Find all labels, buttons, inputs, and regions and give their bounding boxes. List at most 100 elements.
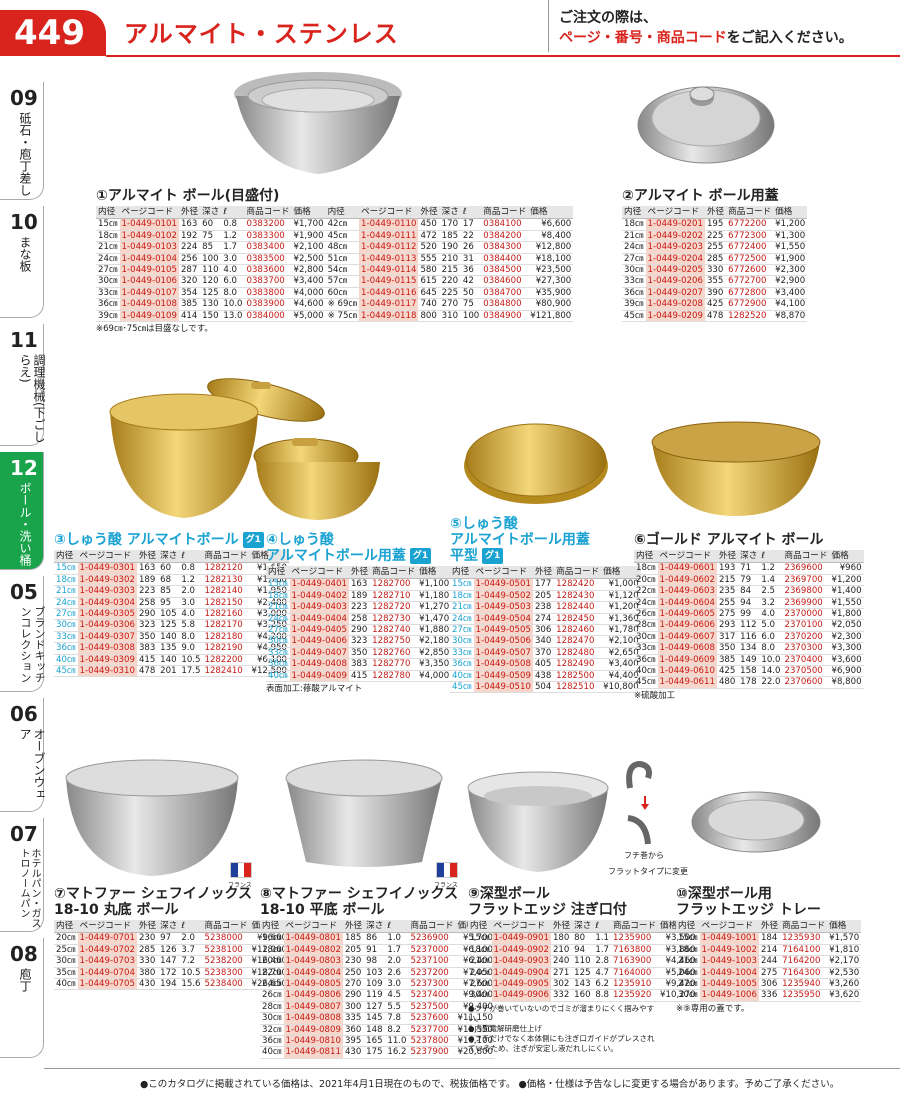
column-header: 外径: [758, 920, 781, 934]
product-code-cell: 1282180: [202, 631, 250, 644]
tab-09[interactable]: 09 砥石・庖丁差し: [0, 82, 44, 200]
spec-cell: 405: [532, 658, 555, 671]
table-row: ※ 69㎝ 1-0449-0117 740 270 75 0384800 ¥80,900: [325, 298, 574, 311]
spec-cell: 350: [136, 631, 159, 644]
page-code-cell: 1-0449-0203: [645, 241, 705, 254]
product-code-cell: 1282120: [202, 562, 250, 575]
column-header: ℓ: [460, 206, 482, 220]
section-deep-bowl: ⑨深型ボール フラットエッジ 注ぎ口付 内径 ページコード 外径 深さ ℓ 商品コード 価格…: [468, 886, 698, 1054]
price-cell: ¥80,900: [528, 298, 574, 311]
table-row: 20㎝ 1-0449-0803 230 98 2.0 5237100 ¥6,400: [260, 955, 496, 968]
page-code-cell: 1-0449-0304: [77, 597, 137, 610]
table-row: 18㎝ 1-0449-0102 192 75 1.2 0383300 ¥1,900: [96, 230, 326, 243]
spec-cell: 11.0: [385, 1035, 409, 1048]
spec-cell: 105: [158, 608, 180, 621]
tab-10[interactable]: 10 まな板: [0, 206, 44, 318]
table-row: 15㎝ 1-0449-0401 163 1282700 ¥1,100: [266, 578, 452, 591]
size-cell: 27㎝: [468, 978, 492, 991]
page-code-cell: 1-0449-0205: [645, 264, 705, 277]
size-cell: 33㎝: [622, 275, 646, 288]
tab-label: 砥石・庖丁差し: [18, 112, 32, 196]
price-cell: ¥4,000: [291, 287, 326, 300]
product-code-cell: 0383600: [244, 264, 292, 277]
tab-06[interactable]: 06 オーブンウェア: [0, 698, 46, 812]
spec-cell: 127: [364, 1001, 386, 1014]
table-row: 18㎝ 1-0449-0402 189 1282710 ¥1,180: [266, 590, 452, 603]
page-code-cell: 1-0449-0402: [289, 590, 349, 603]
price-cell: ¥2,900: [773, 275, 808, 288]
spec-cell: 335: [342, 1012, 365, 1025]
price-cell: ¥1,810: [827, 944, 862, 957]
size-cell: 39㎝: [96, 310, 120, 323]
table-row: 40㎝ 1-0449-0610 425 158 14.0 2370500 ¥6,900: [634, 665, 864, 678]
column-header: ページコード: [645, 206, 705, 220]
table-row: 28㎝ 1-0449-0807 300 127 5.5 5237500 ¥9,400: [260, 1001, 496, 1014]
product-code-cell: 1282440: [554, 601, 602, 614]
column-header: 外径: [418, 206, 440, 220]
table-row: 33㎝ 1-0449-0206 355 6772700 ¥2,900: [622, 275, 808, 288]
spec-cell: 270: [439, 298, 461, 311]
price-cell: ¥1,360: [601, 613, 641, 626]
spec-cell: 450: [418, 218, 440, 231]
product-code-cell: 1282150: [202, 597, 250, 610]
size-cell: 36㎝: [634, 654, 658, 667]
spec-cell: 210: [439, 253, 461, 266]
tab-05[interactable]: 05 ブランドキッチンコレクション: [0, 576, 46, 692]
product-code-cell: 1282780: [370, 670, 418, 683]
column-header: ページコード: [657, 550, 717, 564]
page-code-cell: 1-0449-0603: [657, 585, 717, 598]
spec-cell: 390: [704, 287, 727, 300]
table-row: 45㎝ 1-0449-0611 480 178 22.0 2370600 ¥8,800: [634, 676, 864, 689]
price-cell: ¥4,100: [773, 298, 808, 311]
size-cell: 24㎝: [96, 253, 120, 266]
column-header: 価格: [291, 206, 326, 220]
page-code-cell: 1-0449-0201: [645, 218, 705, 231]
page-code-cell: 1-0449-0207: [645, 287, 705, 300]
product-code-cell: 0384100: [481, 218, 529, 231]
price-cell: ¥6,900: [829, 665, 864, 678]
spec-cell: 8.8: [593, 989, 612, 1002]
photo-alumite-bowls: [232, 70, 404, 180]
tab-07[interactable]: 07 ホテルパン・ガストロノームパン: [0, 818, 44, 932]
table-row: 30㎝ 1-0449-0106 320 120 6.0 0383700 ¥3,400: [96, 275, 326, 288]
column-header: ページコード: [77, 920, 137, 934]
spec-cell: 430: [342, 1046, 365, 1059]
spec-table: 内径 ページコード 外径 深さ ℓ 商品コード 価格 42㎝ 1-0449-0110 450 170…: [325, 206, 574, 323]
spec-cell: 170: [439, 218, 461, 231]
price-cell: ¥3,620: [827, 989, 862, 1002]
spec-cell: 472: [418, 230, 440, 243]
page-code-cell: 1-0449-0113: [359, 253, 419, 266]
size-cell: 27㎝: [54, 608, 78, 621]
tab-11[interactable]: 11 調理機械(下ごしらえ): [0, 324, 46, 446]
spec-cell: 255: [704, 241, 727, 254]
price-cell: ¥3,600: [829, 654, 864, 667]
size-cell: 21㎝: [622, 230, 646, 243]
tab-08[interactable]: 08 庖丁: [0, 938, 44, 1058]
column-header: 価格: [601, 566, 641, 580]
page-header: 449 アルマイト・ステンレス ご注文の際は、 ページ・番号・商品コードをご記入…: [0, 0, 900, 58]
size-cell: 27㎝: [676, 978, 700, 991]
column-header: ページコード: [77, 550, 137, 564]
spec-cell: 14.0: [759, 665, 783, 678]
page-code-cell: 1-0449-0405: [289, 624, 349, 637]
spec-cell: 3.0: [221, 253, 245, 266]
size-cell: 36㎝: [622, 287, 646, 300]
spec-cell: 126: [158, 944, 180, 957]
tab-label: ブランドキッチンコレクション: [19, 606, 46, 683]
tab-12[interactable]: 12 ボール・洗い桶: [0, 452, 44, 570]
table-row: 33㎝ 1-0449-0307 350 140 8.0 1282180 ¥4,200: [54, 631, 290, 644]
product-code-cell: 1282750: [370, 635, 418, 648]
page-code-cell: 1-0449-0609: [657, 654, 717, 667]
page-code-cell: 1-0449-0610: [657, 665, 717, 678]
price-cell: ¥1,000: [601, 578, 641, 591]
product-code-cell: 1282700: [370, 578, 418, 591]
spec-cell: 238: [532, 601, 555, 614]
spec-cell: 274: [532, 613, 555, 626]
page-code-cell: 1-0449-0704: [77, 967, 137, 980]
photo-flat-bowl: [282, 758, 446, 872]
page-code-cell: 1-0449-0901: [491, 932, 551, 945]
tab-label: 調理機械(下ごしらえ): [18, 354, 46, 443]
spec-cell: 201: [158, 665, 180, 678]
table-row: 21㎝ 1-0449-0103 224 85 1.7 0383400 ¥2,100: [96, 241, 326, 254]
page-code-cell: 1-0449-0904: [491, 967, 551, 980]
